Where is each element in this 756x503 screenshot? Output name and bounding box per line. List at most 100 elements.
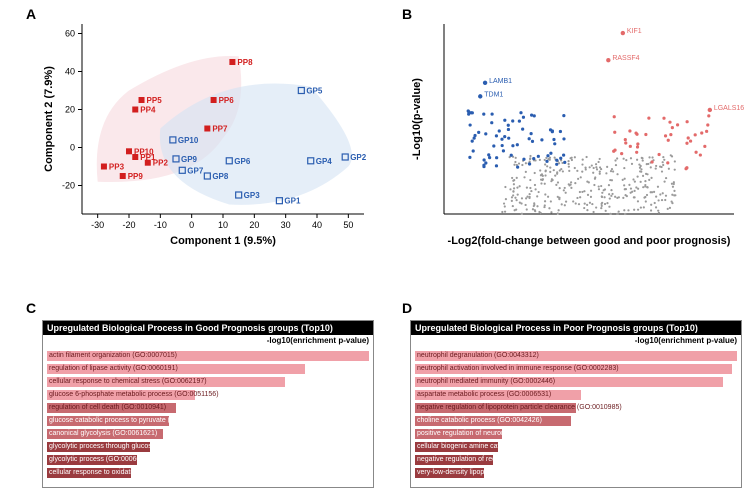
svg-text:GP3: GP3 [244, 191, 261, 200]
volcano-point [483, 81, 487, 85]
svg-text:GP6: GP6 [234, 157, 251, 166]
bar-row: aspartate metabolic process (GO:0006531) [415, 390, 737, 400]
svg-text:PP4: PP4 [140, 106, 156, 115]
svg-text:50: 50 [343, 220, 353, 230]
svg-text:40: 40 [65, 67, 75, 77]
bar-row: cellular biogenic amine catabolic proces… [415, 442, 737, 452]
bar-label: regulation of cell death (GO:0010941) [49, 403, 166, 413]
svg-text:GP5: GP5 [306, 87, 323, 96]
bar-row: cellular response to chemical stress (GO… [47, 377, 369, 387]
bar-row: glycolytic process (GO:0006096) [47, 455, 369, 465]
svg-text:60: 60 [65, 29, 75, 39]
volcano-point [606, 58, 610, 62]
point-pp [132, 107, 138, 113]
bar-row: regulation of cell death (GO:0010941) [47, 403, 369, 413]
svg-text:-20: -20 [122, 220, 135, 230]
svg-text:-30: -30 [91, 220, 104, 230]
svg-text:LAMB1: LAMB1 [489, 78, 512, 85]
bar-row: cellular response to oxidative stress (G… [47, 468, 369, 478]
bar-label: aspartate metabolic process (GO:0006531) [417, 390, 551, 400]
svg-text:GP2: GP2 [350, 153, 367, 162]
bar-subtitle: -log10(enrichment p-value) [411, 335, 741, 346]
bar-label: glucose 6-phosphate metabolic process (G… [49, 390, 219, 400]
volcano-point [621, 31, 625, 35]
pca-scatter: -30-20-1001020304050-200204060Component … [40, 18, 370, 248]
bar-label: neutrophil activation involved in immune… [417, 364, 619, 374]
bar-row: neutrophil mediated immunity (GO:0002446… [415, 377, 737, 387]
svg-text:GP1: GP1 [284, 197, 301, 206]
point-pp [229, 59, 235, 65]
svg-text:PP3: PP3 [109, 163, 125, 172]
bar-row: canonical glycolysis (GO:0061621) [47, 429, 369, 439]
bar-label: choline catabolic process (GO:0042426) [417, 416, 542, 426]
svg-text:20: 20 [249, 220, 259, 230]
bar-label: glucose catabolic process to pyruvate (G… [49, 416, 212, 426]
svg-text:PP8: PP8 [237, 58, 253, 67]
point-pp [120, 173, 126, 179]
bar-row: neutrophil degranulation (GO:0043312) [415, 351, 737, 361]
svg-text:RASSF4: RASSF4 [612, 55, 639, 62]
bar-label: negative regulation of lipoprotein parti… [417, 403, 622, 413]
svg-text:TDM1: TDM1 [484, 91, 503, 98]
bar-label: cellular response to chemical stress (GO… [49, 377, 207, 387]
svg-text:30: 30 [281, 220, 291, 230]
svg-text:PP10: PP10 [134, 147, 154, 156]
volcano-point [708, 108, 712, 112]
bar-label: glycolytic process (GO:0006096) [49, 455, 151, 465]
y-axis-title: Component 2 (7.9%) [43, 66, 55, 172]
svg-text:PP6: PP6 [219, 96, 235, 105]
x-axis-title: Component 1 (9.5%) [170, 235, 276, 247]
bar-row: regulation of lipase activity (GO:006019… [47, 364, 369, 374]
svg-text:GP9: GP9 [181, 155, 198, 164]
point-pp [101, 164, 107, 170]
point-pp [204, 126, 210, 132]
bar-label: regulation of lipase activity (GO:006019… [49, 364, 178, 374]
bar-row: negative regulation of lipoprotein parti… [415, 403, 737, 413]
bar-label: cellular biogenic amine catabolic proces… [417, 442, 591, 452]
point-pp [145, 160, 151, 166]
svg-text:LGALS16: LGALS16 [714, 105, 744, 112]
svg-text:PP5: PP5 [147, 96, 163, 105]
bar-label: canonical glycolysis (GO:0061621) [49, 429, 157, 439]
svg-text:PP2: PP2 [153, 159, 169, 168]
y-axis-title: -Log10(p-value) [411, 78, 423, 160]
bar-title: Upregulated Biological Process in Poor P… [411, 321, 741, 335]
svg-text:PP7: PP7 [212, 125, 228, 134]
bar-label: cellular response to oxidative stress (G… [49, 468, 207, 478]
bar-row: glycolytic process through glucose-6-pho… [47, 442, 369, 452]
svg-text:GP8: GP8 [212, 172, 229, 181]
bar-subtitle: -log10(enrichment p-value) [43, 335, 373, 346]
bar-row: positive regulation of neuron death (GO:… [415, 429, 737, 439]
panel-label-c: C [26, 300, 36, 316]
bar-label: positive regulation of neuron death (GO:… [417, 429, 571, 439]
svg-text:0: 0 [189, 220, 194, 230]
go-bars-poor: Upregulated Biological Process in Poor P… [410, 320, 742, 488]
bar-label: very-low-density lipoprotein particle as… [417, 468, 605, 478]
bar-label: actin filament organization (GO:0007015) [49, 351, 177, 361]
volcano-plot: KIF1RASSF4LAMB1TDM1LGALS16-Log2(fold-cha… [410, 18, 740, 248]
panel-label-a: A [26, 6, 36, 22]
bar-row: glucose 6-phosphate metabolic process (G… [47, 390, 369, 400]
panel-label-d: D [402, 300, 412, 316]
point-pp [139, 97, 145, 103]
bar-label: negative regulation of receptor binding … [417, 455, 583, 465]
bar-row: actin filament organization (GO:0007015) [47, 351, 369, 361]
bar-label: neutrophil mediated immunity (GO:0002446… [417, 377, 555, 387]
bar-label: neutrophil degranulation (GO:0043312) [417, 351, 539, 361]
go-bars-good: Upregulated Biological Process in Good P… [42, 320, 374, 488]
svg-text:GP4: GP4 [316, 157, 333, 166]
bar-row: very-low-density lipoprotein particle as… [415, 468, 737, 478]
svg-text:40: 40 [312, 220, 322, 230]
point-pp [211, 97, 217, 103]
bar-row: negative regulation of receptor binding … [415, 455, 737, 465]
svg-text:-10: -10 [154, 220, 167, 230]
svg-text:KIF1: KIF1 [627, 28, 642, 35]
svg-text:PP9: PP9 [128, 172, 144, 181]
svg-text:-20: -20 [62, 181, 75, 191]
figure-page: A B C D -30-20-1001020304050-200204060Co… [0, 0, 756, 503]
svg-text:20: 20 [65, 105, 75, 115]
svg-text:GP10: GP10 [178, 136, 199, 145]
x-axis-title: -Log2(fold-change between good and poor … [448, 235, 731, 247]
svg-text:10: 10 [218, 220, 228, 230]
point-pp [126, 148, 132, 154]
